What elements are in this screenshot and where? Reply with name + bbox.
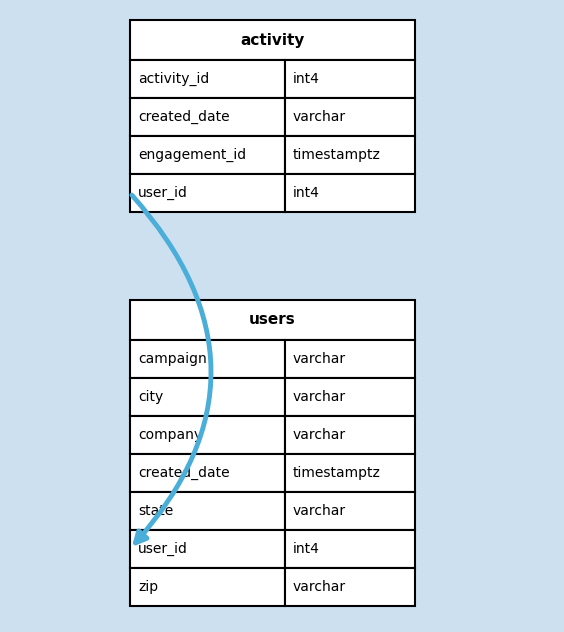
Text: user_id: user_id (138, 186, 188, 200)
Bar (285, 568, 415, 606)
Text: int4: int4 (293, 72, 320, 86)
Text: varchar: varchar (293, 352, 346, 366)
Text: created_date: created_date (138, 110, 230, 124)
Bar (130, 20, 415, 60)
Text: varchar: varchar (293, 390, 346, 404)
Bar (285, 416, 415, 454)
Text: engagement_id: engagement_id (138, 148, 246, 162)
Text: user_id: user_id (138, 542, 188, 556)
Bar (130, 136, 285, 174)
Text: int4: int4 (293, 542, 320, 556)
Text: varchar: varchar (293, 428, 346, 442)
Bar (285, 530, 415, 568)
Bar (285, 340, 415, 378)
Bar (130, 378, 285, 416)
Text: users: users (249, 312, 296, 327)
Text: campaign: campaign (138, 352, 207, 366)
Text: varchar: varchar (293, 580, 346, 594)
Bar (130, 416, 285, 454)
Bar (130, 568, 285, 606)
Bar (130, 60, 285, 98)
Text: activity: activity (240, 32, 305, 47)
Bar (285, 136, 415, 174)
Text: state: state (138, 504, 173, 518)
Text: zip: zip (138, 580, 158, 594)
Bar (130, 98, 285, 136)
FancyArrowPatch shape (132, 195, 211, 543)
Text: created_date: created_date (138, 466, 230, 480)
Bar (130, 454, 285, 492)
Text: city: city (138, 390, 163, 404)
Text: int4: int4 (293, 186, 320, 200)
Text: timestamptz: timestamptz (293, 148, 381, 162)
Bar (285, 98, 415, 136)
Text: company: company (138, 428, 202, 442)
Bar (130, 340, 285, 378)
Bar (130, 174, 285, 212)
Bar (130, 300, 415, 340)
Bar (130, 530, 285, 568)
Text: timestamptz: timestamptz (293, 466, 381, 480)
Text: activity_id: activity_id (138, 72, 209, 86)
Text: varchar: varchar (293, 110, 346, 124)
Bar (285, 492, 415, 530)
Bar (285, 454, 415, 492)
Text: varchar: varchar (293, 504, 346, 518)
Bar (285, 174, 415, 212)
Bar (130, 492, 285, 530)
Bar (285, 60, 415, 98)
Bar (285, 378, 415, 416)
